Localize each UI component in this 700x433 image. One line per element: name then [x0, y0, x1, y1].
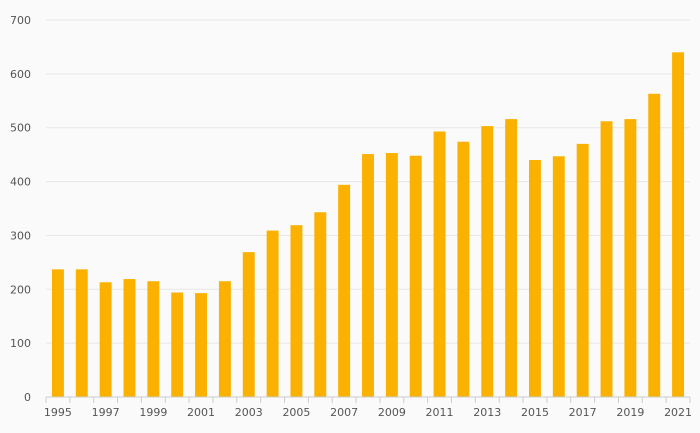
bar-2013: [481, 126, 494, 397]
y-tick-label: 700: [10, 14, 31, 27]
y-tick-label: 100: [10, 337, 31, 350]
x-tick-label: 2011: [426, 406, 454, 419]
x-axis: 1995 1997 1999 2001 2003 2005 2007 2009 2011 2013…: [44, 396, 692, 419]
y-tick-label: 400: [10, 176, 31, 189]
bar-2020: [648, 93, 661, 397]
x-tick-label: 1999: [139, 406, 167, 419]
bar-2012: [457, 141, 470, 397]
bar-1995: [51, 269, 64, 397]
bar-2003: [242, 252, 255, 397]
y-tick-label: 500: [10, 122, 31, 135]
bar-2000: [171, 292, 184, 397]
bar-2004: [266, 230, 279, 397]
bar-2018: [600, 121, 613, 397]
bar-2001: [195, 293, 207, 397]
x-tick-label: 2003: [235, 406, 263, 419]
x-tick-label: 2019: [616, 406, 644, 419]
bar-2006: [314, 212, 327, 397]
bar-2021: [672, 52, 685, 398]
bar-2016: [552, 156, 565, 397]
y-tick-label: 600: [10, 68, 31, 81]
bar-1998: [123, 279, 136, 397]
y-tick-label: 0: [24, 391, 31, 404]
x-tick-label: 1997: [92, 406, 120, 419]
bar-2007: [338, 184, 351, 397]
x-tick-label: 2009: [378, 406, 406, 419]
bar-2017: [576, 143, 589, 397]
bar-2014: [505, 119, 518, 397]
bar-1999: [147, 281, 160, 397]
y-tick-label: 300: [10, 229, 31, 242]
bar-2008: [362, 154, 374, 397]
bar-2015: [529, 160, 541, 397]
x-tick-label: 2001: [187, 406, 215, 419]
bars: [51, 52, 685, 398]
bar-2005: [290, 225, 303, 397]
x-tick-label: 2005: [282, 406, 310, 419]
x-tick-label: 2007: [330, 406, 358, 419]
bar-2009: [385, 153, 398, 397]
x-tick-label: 2013: [473, 406, 501, 419]
y-tick-label: 200: [10, 283, 31, 296]
bar-1997: [99, 282, 112, 397]
bar-2010: [409, 155, 422, 397]
bar-1996: [75, 269, 88, 397]
x-tick-label: 1995: [44, 406, 72, 419]
x-tick-label: 2015: [521, 406, 549, 419]
x-tick-label: 2017: [569, 406, 597, 419]
y-axis: 0 100 200 300 400 500 600 700: [10, 14, 31, 404]
bar-2019: [624, 119, 637, 397]
bar-2002: [218, 281, 231, 397]
x-tick-label: 2021: [664, 406, 692, 419]
bar-2011: [433, 131, 446, 398]
